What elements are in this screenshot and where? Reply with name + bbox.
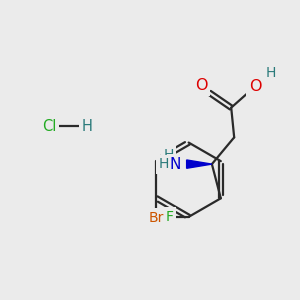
Text: H: H bbox=[164, 148, 174, 162]
Text: O: O bbox=[195, 78, 208, 93]
Polygon shape bbox=[187, 160, 212, 168]
Text: Br: Br bbox=[149, 211, 164, 225]
Text: F: F bbox=[165, 210, 173, 224]
Text: O: O bbox=[249, 79, 261, 94]
Text: H: H bbox=[81, 119, 92, 134]
Text: Cl: Cl bbox=[42, 119, 56, 134]
Text: H: H bbox=[159, 157, 169, 171]
Text: N: N bbox=[169, 157, 180, 172]
Text: H: H bbox=[265, 66, 276, 80]
